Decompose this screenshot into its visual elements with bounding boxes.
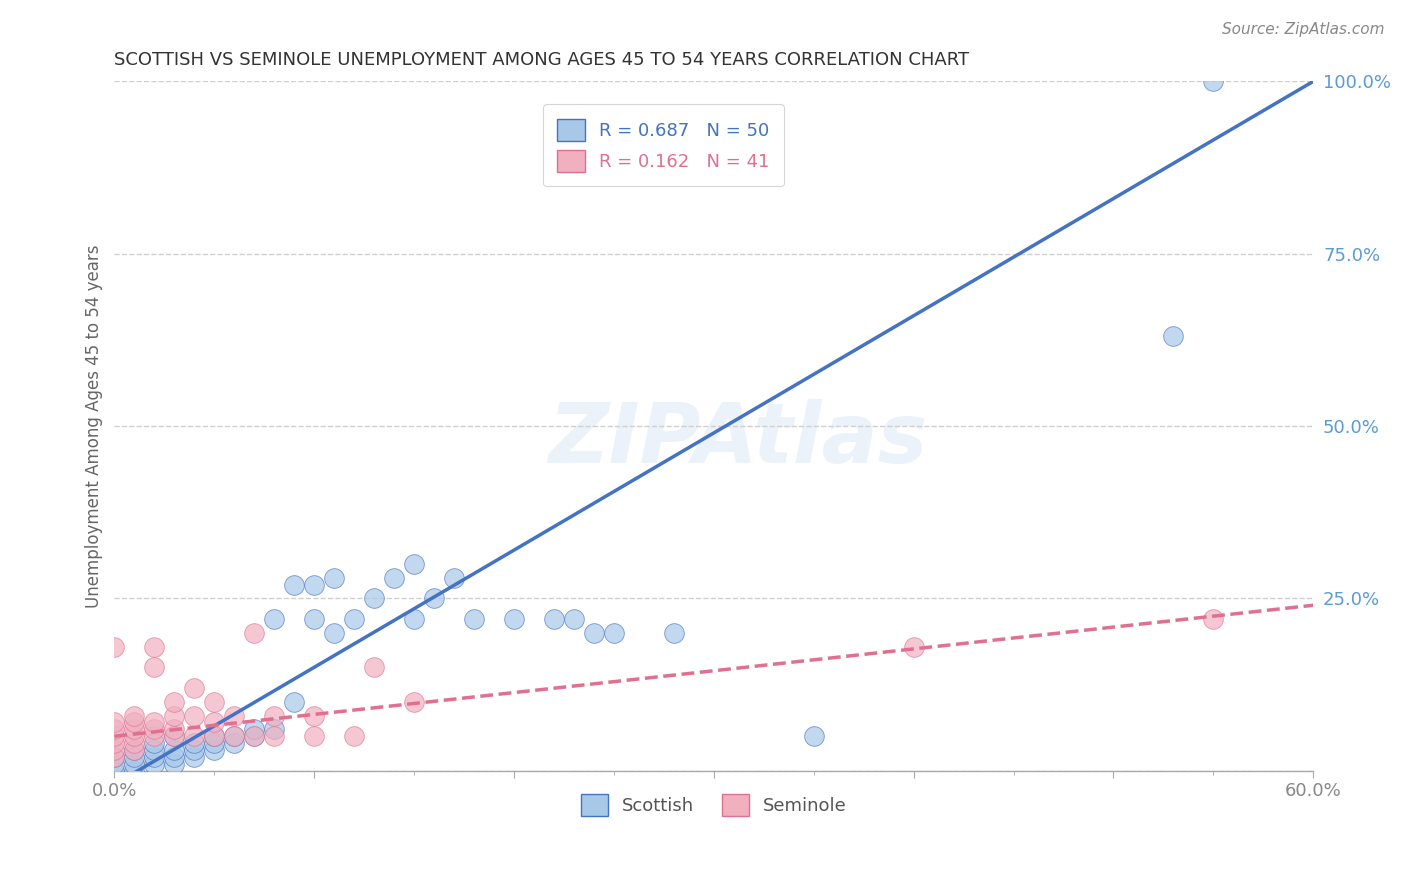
Point: [103, 764, 125, 778]
Point: [803, 729, 825, 743]
Point: [124, 723, 146, 737]
Point: [163, 729, 186, 743]
Point: [202, 729, 225, 743]
Point: [224, 736, 246, 750]
Point: [183, 729, 205, 743]
Point: [543, 612, 565, 626]
Point: [903, 640, 925, 654]
Point: [662, 625, 685, 640]
Point: [562, 612, 585, 626]
Text: SCOTTISH VS SEMINOLE UNEMPLOYMENT AMONG AGES 45 TO 54 YEARS CORRELATION CHART: SCOTTISH VS SEMINOLE UNEMPLOYMENT AMONG …: [114, 51, 970, 69]
Point: [224, 729, 246, 743]
Point: [143, 640, 166, 654]
Point: [143, 729, 166, 743]
Point: [124, 743, 146, 757]
Point: [183, 750, 205, 764]
Point: [163, 756, 186, 771]
Legend: Scottish, Seminole: Scottish, Seminole: [574, 788, 853, 823]
Point: [143, 750, 166, 764]
Point: [143, 756, 166, 771]
Point: [103, 750, 125, 764]
Point: [143, 715, 166, 730]
Point: [124, 743, 146, 757]
Point: [183, 743, 205, 757]
Point: [443, 571, 465, 585]
Point: [263, 612, 285, 626]
Point: [243, 729, 266, 743]
Point: [202, 743, 225, 757]
Point: [302, 612, 325, 626]
Point: [1202, 612, 1225, 626]
Point: [404, 557, 426, 571]
Point: [124, 715, 146, 730]
Point: [103, 756, 125, 771]
Point: [143, 736, 166, 750]
Point: [224, 708, 246, 723]
Point: [163, 750, 186, 764]
Text: ZIPAtlas: ZIPAtlas: [548, 400, 928, 480]
Point: [224, 729, 246, 743]
Point: [323, 625, 346, 640]
Point: [103, 743, 125, 757]
Point: [283, 695, 305, 709]
Point: [243, 625, 266, 640]
Point: [183, 708, 205, 723]
Point: [124, 750, 146, 764]
Point: [103, 750, 125, 764]
Point: [124, 708, 146, 723]
Point: [103, 640, 125, 654]
Point: [363, 660, 385, 674]
Point: [124, 736, 146, 750]
Point: [323, 571, 346, 585]
Point: [343, 729, 366, 743]
Point: [202, 715, 225, 730]
Point: [382, 571, 405, 585]
Point: [343, 612, 366, 626]
Point: [202, 729, 225, 743]
Point: [103, 715, 125, 730]
Point: [404, 695, 426, 709]
Point: [302, 577, 325, 591]
Point: [363, 591, 385, 606]
Point: [263, 729, 285, 743]
Point: [243, 729, 266, 743]
Point: [404, 612, 426, 626]
Point: [163, 695, 186, 709]
Point: [302, 708, 325, 723]
Text: Source: ZipAtlas.com: Source: ZipAtlas.com: [1222, 22, 1385, 37]
Point: [603, 625, 626, 640]
Point: [124, 756, 146, 771]
Point: [283, 577, 305, 591]
Point: [103, 723, 125, 737]
Point: [163, 743, 186, 757]
Point: [263, 708, 285, 723]
Point: [163, 729, 186, 743]
Point: [124, 729, 146, 743]
Point: [463, 612, 485, 626]
Point: [103, 729, 125, 743]
Point: [143, 743, 166, 757]
Point: [103, 736, 125, 750]
Point: [263, 723, 285, 737]
Point: [202, 695, 225, 709]
Point: [243, 723, 266, 737]
Point: [423, 591, 446, 606]
Point: [202, 736, 225, 750]
Point: [124, 764, 146, 778]
Point: [183, 736, 205, 750]
Point: [163, 708, 186, 723]
Y-axis label: Unemployment Among Ages 45 to 54 years: Unemployment Among Ages 45 to 54 years: [86, 244, 103, 607]
Point: [143, 660, 166, 674]
Point: [143, 723, 166, 737]
Point: [163, 723, 186, 737]
Point: [503, 612, 526, 626]
Point: [1163, 329, 1185, 343]
Point: [1202, 74, 1225, 88]
Point: [302, 729, 325, 743]
Point: [183, 681, 205, 695]
Point: [582, 625, 605, 640]
